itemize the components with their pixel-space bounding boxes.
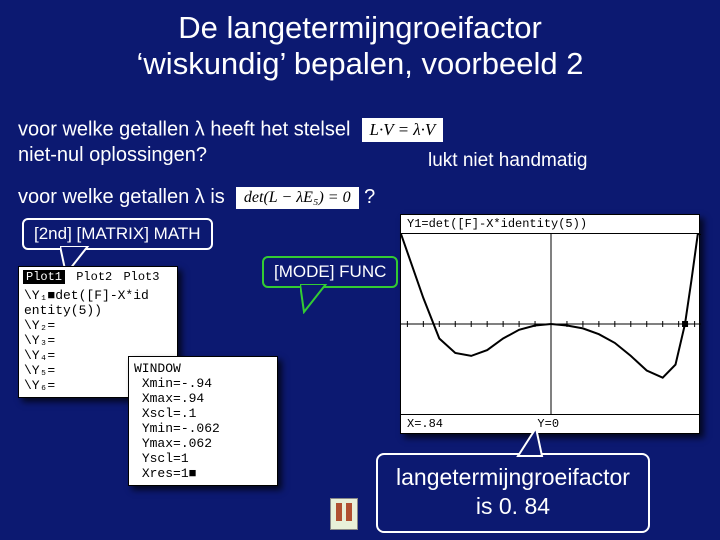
graph-panel: Y1=det([F]-X*identity(5)) X=.84 Y=0 (400, 214, 700, 434)
slide-title: De langetermijngroeifactor ‘wiskundig’ b… (0, 0, 720, 89)
w4: Ymax=.062 (142, 436, 212, 451)
yl0: \Y₁■det([F]-X*id (24, 288, 149, 303)
equation-1: L·V = λ·V (362, 118, 444, 142)
question-2: voor welke getallen λ is det(L − λE₅) = … (18, 186, 375, 209)
wtitle: WINDOW (134, 361, 181, 376)
title-line-1: De langetermijngroeifactor (178, 10, 542, 45)
w2: Xscl=.1 (142, 406, 197, 421)
w3: Ymin=-.062 (142, 421, 220, 436)
w0: Xmin=-.94 (142, 376, 212, 391)
equation-2: det(L − λE₅) = 0 (236, 187, 359, 209)
yl5: \Y₅= (24, 363, 55, 378)
yl6: \Y₆= (24, 378, 55, 393)
callout-mode-tail (300, 284, 334, 314)
tab-plot1: Plot1 (23, 270, 65, 284)
q1a-text: voor welke getallen λ heeft het stelsel (18, 118, 350, 140)
slide-thumbnail-icon (330, 498, 358, 530)
graph-footer: X=.84 Y=0 (401, 414, 699, 433)
q2b-text: ? (364, 186, 375, 208)
calc-tabs: Plot1 Plot2 Plot3 (19, 267, 177, 284)
result-tail (506, 428, 546, 458)
calc-window: WINDOW Xmin=-.94 Xmax=.94 Xscl=.1 Ymin=-… (128, 356, 278, 486)
callout-mode-label: [MODE] FUNC (274, 262, 386, 281)
w5: Yscl=1 (142, 451, 189, 466)
question-1-line-2: niet-nul oplossingen? (18, 144, 207, 167)
graph-plot (401, 234, 699, 414)
graph-svg (401, 234, 701, 414)
calc-window-body: WINDOW Xmin=-.94 Xmax=.94 Xscl=.1 Ymin=-… (129, 357, 277, 485)
callout-matrix-label: [2nd] [MATRIX] MATH (34, 224, 201, 243)
yl2: \Y₂= (24, 318, 55, 333)
w6: Xres=1■ (142, 466, 197, 481)
result-line-1: langetermijngroeifactor (396, 464, 630, 490)
title-line-2: ‘wiskundig’ bepalen, voorbeeld 2 (137, 46, 584, 81)
yl4: \Y₄= (24, 348, 55, 363)
graph-footer-x: X=.84 (407, 417, 443, 431)
question-1-line-1: voor welke getallen λ heeft het stelsel … (18, 118, 443, 142)
tab-plot3: Plot3 (123, 270, 159, 284)
result-callout: langetermijngroeifactor is 0. 84 (376, 453, 650, 533)
w1: Xmax=.94 (142, 391, 204, 406)
graph-header: Y1=det([F]-X*identity(5)) (401, 215, 699, 234)
q2a-text: voor welke getallen λ is (18, 186, 225, 208)
tab-plot2: Plot2 (76, 270, 112, 284)
note-handmatig: lukt niet handmatig (428, 150, 588, 172)
callout-matrix: [2nd] [MATRIX] MATH (22, 218, 213, 250)
yl3: \Y₃= (24, 333, 55, 348)
yl1: entity(5)) (24, 303, 102, 318)
result-line-2: is 0. 84 (476, 493, 550, 519)
